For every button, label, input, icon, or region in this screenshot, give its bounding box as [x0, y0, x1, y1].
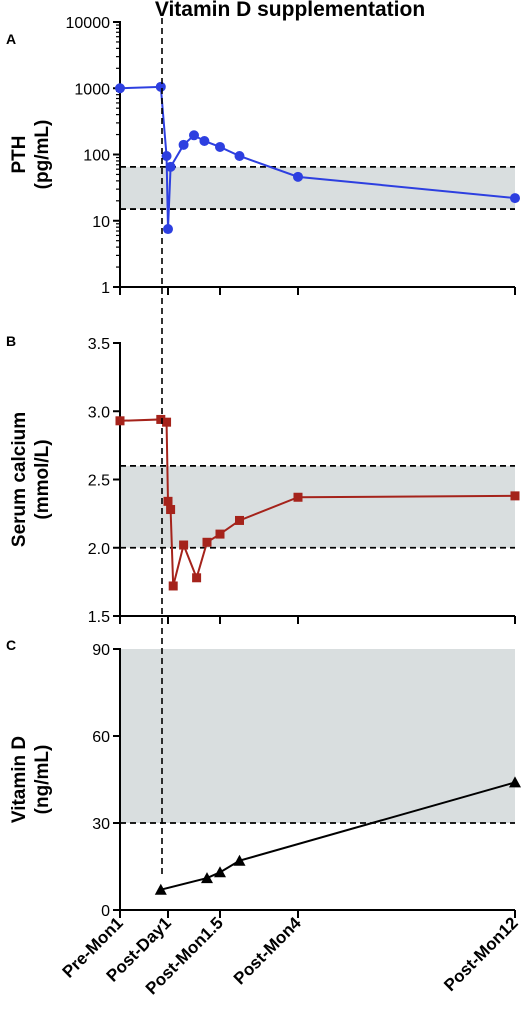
- y-tick-label: 10: [92, 214, 110, 231]
- reference-range-band: [120, 649, 515, 823]
- y-tick-label: 1: [101, 280, 110, 297]
- data-point: [202, 537, 212, 547]
- data-point: [214, 866, 226, 878]
- data-point: [156, 414, 166, 424]
- y-tick-label: 3.0: [88, 404, 110, 421]
- data-point: [293, 171, 303, 182]
- data-point: [233, 854, 246, 866]
- data-point: [510, 491, 520, 501]
- data-point: [115, 83, 125, 94]
- y-axis-label-line: (mmol/L): [32, 439, 53, 519]
- data-point: [154, 883, 167, 895]
- data-point: [189, 130, 199, 141]
- y-axis-label: Vitamin D (ng/mL): [9, 736, 53, 823]
- data-point: [166, 505, 176, 515]
- panel-letter: B: [6, 333, 16, 349]
- x-tick-label: Post-Mon4: [230, 913, 305, 988]
- data-point: [165, 161, 176, 172]
- data-point: [201, 872, 213, 884]
- panel-letter: C: [6, 637, 16, 653]
- data-point: [178, 139, 189, 150]
- panel-b: B 1.5 2.0 2.5 3.0 3.5 Serum calcium (mmol/L): [6, 333, 520, 626]
- data-point: [168, 581, 178, 591]
- figure-title: Vitamin D supplementation: [155, 0, 425, 21]
- y-tick-label: 1.5: [88, 609, 110, 626]
- data-point: [215, 141, 225, 152]
- x-tick-label: Post-Mon12: [440, 913, 521, 995]
- data-point: [161, 150, 172, 161]
- data-point: [179, 540, 189, 550]
- y-tick-label: 2.0: [88, 541, 110, 558]
- y-tick-label: 0: [101, 903, 110, 920]
- data-point: [235, 515, 244, 525]
- data-point: [199, 135, 210, 146]
- y-axis-label-line: Serum calcium: [9, 412, 30, 547]
- y-tick-label: 10000: [66, 15, 111, 32]
- y-axis-label: Serum calcium (mmol/L): [9, 412, 53, 547]
- panel-c: C 0 30 60 90 Vitamin D (ng/mL): [6, 637, 521, 920]
- reference-range-band: [120, 166, 515, 210]
- data-point: [510, 193, 520, 204]
- y-axis-label-line: Vitamin D: [9, 736, 30, 823]
- y-tick-label: 100: [83, 148, 110, 165]
- y-axis-label: PTH (pg/mL): [9, 120, 53, 190]
- data-point: [162, 417, 172, 427]
- data-point: [234, 150, 245, 161]
- data-point: [293, 492, 303, 502]
- reference-range-band: [120, 465, 515, 548]
- data-point: [215, 529, 225, 539]
- y-tick-label: 90: [92, 642, 110, 659]
- data-point: [192, 573, 202, 583]
- y-tick-label: 1000: [74, 81, 110, 98]
- data-point: [509, 776, 521, 788]
- y-tick-label: 60: [92, 729, 110, 746]
- y-tick-label: 2.5: [88, 473, 110, 490]
- y-axis-label-line: (pg/mL): [32, 120, 53, 190]
- data-point: [163, 224, 173, 235]
- y-tick-label: 3.5: [88, 336, 110, 353]
- data-point: [155, 81, 166, 92]
- y-axis-label-line: (ng/mL): [32, 745, 53, 815]
- y-tick-label: 30: [92, 816, 110, 833]
- panel-a: A 1 10 100 1000 10000 PTH (pg/mL): [6, 15, 520, 297]
- series-line: [119, 85, 516, 230]
- panel-letter: A: [6, 31, 16, 47]
- data-point: [163, 496, 173, 506]
- data-point: [115, 416, 125, 426]
- y-axis-label-line: PTH: [9, 136, 30, 174]
